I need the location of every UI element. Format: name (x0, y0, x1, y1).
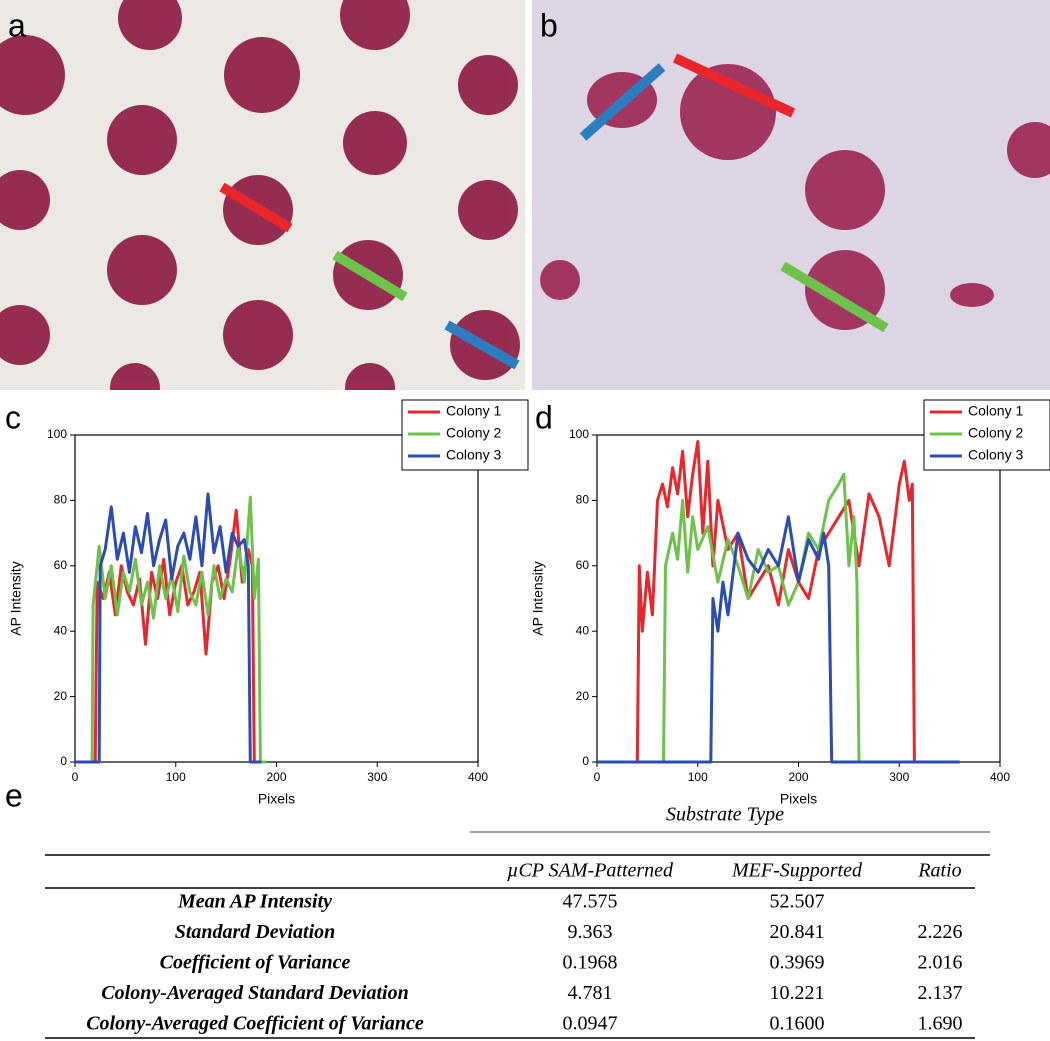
x-tick-label: 400 (990, 770, 1010, 784)
x-tick-label: 300 (367, 770, 387, 784)
data-line (597, 472, 890, 764)
cell: 2.016 (918, 952, 963, 974)
y-tick-label: 20 (54, 689, 68, 703)
x-tick-label: 100 (688, 770, 708, 784)
cell: 4.781 (568, 982, 613, 1004)
panel-label: b (540, 7, 558, 43)
x-axis-label: Pixels (780, 791, 817, 807)
x-tick-label: 100 (166, 770, 186, 784)
y-tick-label: 60 (576, 558, 590, 572)
cell: 47.575 (563, 891, 618, 913)
y-tick-label: 100 (47, 427, 67, 441)
cell: 1.690 (918, 1013, 963, 1035)
y-tick-label: 40 (54, 623, 68, 637)
group-header: Substrate Type (666, 804, 784, 826)
cell: 0.1968 (563, 952, 618, 974)
legend-label: Colony 3 (446, 447, 501, 463)
data-line (75, 508, 262, 764)
y-tick-label: 80 (576, 493, 590, 507)
legend-label: Colony 1 (446, 403, 501, 419)
cell: 20.841 (770, 921, 825, 943)
x-tick-label: 0 (72, 770, 79, 784)
cell: 2.226 (918, 921, 963, 943)
panel-label: e (5, 777, 23, 813)
cell: 9.363 (568, 921, 613, 943)
y-axis-label: AP Intensity (530, 561, 546, 635)
row-label: Standard Deviation (175, 921, 336, 943)
cell: 52.507 (770, 891, 825, 913)
y-tick-label: 100 (569, 427, 589, 441)
row-label: Colony-Averaged Coefficient of Variance (86, 1013, 424, 1035)
row-label: Coefficient of Variance (160, 952, 351, 974)
column-header: Ratio (917, 860, 961, 882)
x-axis-label: Pixels (258, 791, 295, 807)
cell: 0.1600 (770, 1013, 825, 1035)
x-tick-label: 400 (468, 770, 488, 784)
y-tick-label: 0 (582, 754, 589, 768)
data-line (597, 515, 960, 764)
legend-label: Colony 1 (968, 403, 1023, 419)
photo-a (0, 0, 525, 390)
cell: 2.137 (918, 982, 963, 1004)
legend-label: Colony 3 (968, 447, 1023, 463)
y-tick-label: 80 (54, 493, 68, 507)
data-line (75, 495, 267, 764)
row-label: Mean AP Intensity (177, 891, 332, 913)
panel-label: c (5, 399, 21, 435)
cell: 0.3969 (770, 952, 825, 974)
panel-label: d (535, 399, 553, 435)
cell: 0.0947 (563, 1013, 618, 1035)
y-tick-label: 40 (576, 623, 590, 637)
y-axis-label: AP Intensity (8, 561, 24, 635)
legend-label: Colony 2 (446, 425, 501, 441)
data-line (75, 492, 262, 764)
panel-label: a (8, 7, 26, 43)
y-tick-label: 60 (54, 558, 68, 572)
y-tick-label: 20 (576, 689, 590, 703)
legend-label: Colony 2 (968, 425, 1023, 441)
cell: 10.221 (770, 982, 825, 1004)
data-line (597, 440, 960, 764)
row-label: Colony-Averaged Standard Deviation (101, 982, 408, 1004)
column-header: MEF-Supported (731, 860, 863, 882)
y-tick-label: 0 (60, 754, 67, 768)
x-tick-label: 200 (266, 770, 286, 784)
x-tick-label: 200 (788, 770, 808, 784)
x-tick-label: 0 (594, 770, 601, 784)
plot-frame (596, 434, 1001, 763)
column-header: µCP SAM-Patterned (507, 860, 674, 882)
x-tick-label: 300 (889, 770, 909, 784)
photo-b (532, 0, 1050, 390)
